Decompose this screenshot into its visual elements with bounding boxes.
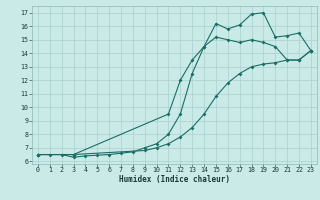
X-axis label: Humidex (Indice chaleur): Humidex (Indice chaleur) [119, 175, 230, 184]
